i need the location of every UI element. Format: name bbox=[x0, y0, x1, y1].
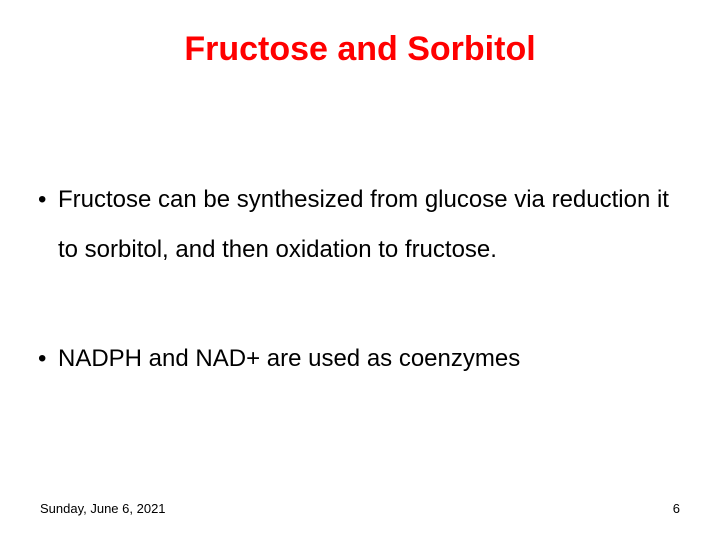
bullet-item: Fructose can be synthesized from glucose… bbox=[30, 175, 690, 276]
footer-page-number: 6 bbox=[673, 501, 680, 516]
slide: Fructose and Sorbitol Fructose can be sy… bbox=[0, 0, 720, 540]
slide-title: Fructose and Sorbitol bbox=[0, 30, 720, 69]
footer-date: Sunday, June 6, 2021 bbox=[40, 501, 166, 516]
bullet-list: Fructose can be synthesized from glucose… bbox=[30, 175, 690, 442]
bullet-item: NADPH and NAD+ are used as coenzymes bbox=[30, 334, 690, 384]
